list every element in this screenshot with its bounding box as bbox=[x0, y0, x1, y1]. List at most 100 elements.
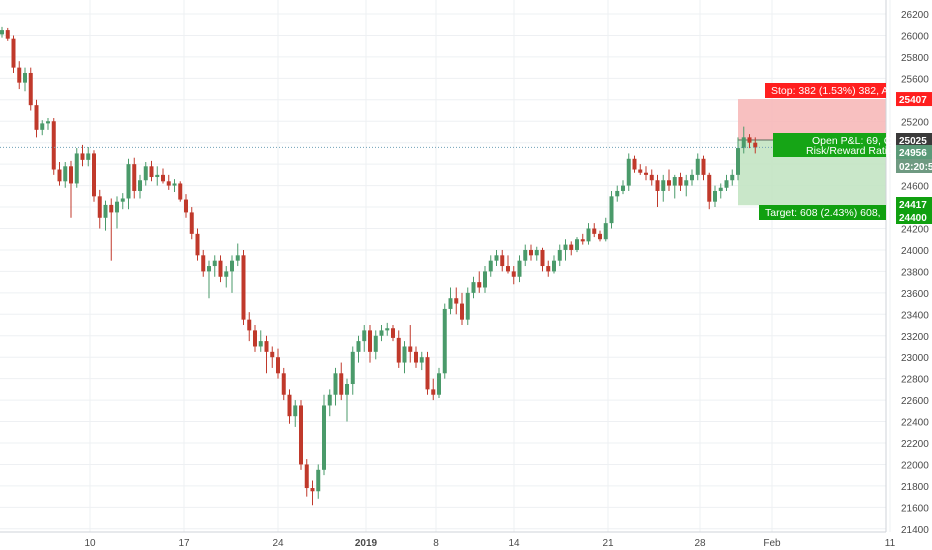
level-24400-tag-background bbox=[896, 210, 932, 224]
candle bbox=[753, 137, 758, 154]
candle-body bbox=[276, 357, 280, 374]
candle bbox=[598, 230, 602, 242]
candle-body bbox=[644, 172, 648, 175]
candle bbox=[506, 255, 510, 274]
candle-body bbox=[235, 255, 240, 261]
candle-body bbox=[391, 328, 395, 338]
candle bbox=[333, 367, 338, 406]
candle-body bbox=[494, 255, 499, 261]
current-price-tag: 24956 bbox=[896, 145, 932, 159]
candle bbox=[207, 260, 211, 299]
candle bbox=[195, 228, 200, 261]
candle-body bbox=[592, 228, 597, 234]
candle bbox=[304, 459, 309, 497]
candle-body bbox=[741, 137, 746, 149]
candle-body bbox=[362, 330, 367, 342]
candle-body bbox=[483, 271, 487, 288]
candle-body bbox=[465, 292, 470, 320]
candle bbox=[57, 162, 62, 186]
candle bbox=[172, 179, 177, 193]
candle-body bbox=[241, 255, 246, 320]
candle bbox=[534, 246, 539, 261]
candle bbox=[86, 146, 91, 167]
y-tick-label: 24200 bbox=[901, 225, 929, 236]
candle-body bbox=[17, 67, 22, 83]
candle-body bbox=[92, 153, 96, 197]
candle-body bbox=[437, 373, 441, 395]
candle bbox=[166, 174, 171, 190]
candle bbox=[339, 362, 344, 401]
candle-body bbox=[51, 121, 56, 170]
candle bbox=[327, 389, 332, 417]
candle-body bbox=[678, 177, 683, 186]
candle-body bbox=[212, 260, 217, 267]
candle-body bbox=[552, 260, 556, 272]
x-tick-label: 24 bbox=[272, 538, 284, 549]
candle-body bbox=[230, 260, 234, 272]
target-banner: Target: 608 (2.43%) 608, bbox=[759, 205, 886, 220]
x-tick-label: 21 bbox=[602, 538, 614, 549]
candle bbox=[684, 174, 689, 197]
candle bbox=[408, 325, 413, 363]
candle-body bbox=[477, 282, 482, 288]
candle bbox=[132, 157, 137, 199]
y-tick-label: 21800 bbox=[901, 482, 929, 493]
candle bbox=[184, 194, 188, 218]
stop-banner-background bbox=[765, 83, 886, 98]
candle-body bbox=[385, 328, 390, 331]
candle-body bbox=[126, 164, 131, 199]
candle bbox=[373, 330, 378, 360]
stop-price-tag-background bbox=[896, 92, 932, 107]
candle-body bbox=[57, 169, 62, 182]
candle-body bbox=[707, 174, 712, 202]
candle bbox=[672, 174, 677, 199]
y-tick-label: 22400 bbox=[901, 418, 929, 429]
candle-body bbox=[5, 30, 10, 39]
candle bbox=[379, 325, 384, 342]
candle bbox=[500, 249, 505, 272]
candle-body bbox=[661, 180, 666, 191]
candle-body bbox=[431, 389, 436, 395]
candle-body bbox=[0, 30, 4, 35]
y-tick-label: 22800 bbox=[901, 375, 929, 386]
pnl-line-1: Open P&L: 69, Q bbox=[812, 135, 892, 147]
target-price-tag-background bbox=[896, 197, 932, 211]
candle-body bbox=[287, 394, 292, 417]
candle-body bbox=[414, 351, 418, 363]
candle bbox=[34, 99, 39, 138]
candle-body bbox=[580, 239, 585, 242]
candle-body bbox=[11, 38, 16, 68]
level-24400-tag-text: 24400 bbox=[899, 213, 927, 224]
candle-body bbox=[540, 249, 545, 267]
candle-body bbox=[655, 180, 660, 191]
candle-body bbox=[63, 166, 68, 182]
candle bbox=[97, 189, 102, 229]
candle-body bbox=[69, 166, 73, 184]
y-tick-label: 21600 bbox=[901, 503, 929, 514]
candle-body bbox=[425, 357, 430, 390]
candle bbox=[661, 174, 666, 202]
candle-body bbox=[316, 469, 321, 492]
candle-body bbox=[408, 346, 413, 352]
candle bbox=[488, 255, 493, 277]
entry-price-tag-text: 25025 bbox=[899, 136, 927, 147]
candle-body bbox=[695, 158, 700, 175]
candle bbox=[28, 67, 33, 111]
candle bbox=[414, 346, 418, 368]
candle-body bbox=[299, 405, 303, 465]
candle bbox=[316, 464, 321, 499]
candle-body bbox=[500, 255, 505, 267]
candle bbox=[368, 325, 372, 363]
candle-body bbox=[189, 212, 194, 234]
y-tick-label: 22000 bbox=[901, 460, 929, 471]
candle-body bbox=[201, 255, 206, 272]
candle bbox=[212, 255, 217, 277]
candle-body bbox=[345, 384, 349, 395]
countdown-tag: 02:20:54 bbox=[896, 159, 932, 173]
candle-body bbox=[626, 158, 631, 186]
candle bbox=[241, 249, 246, 326]
stop-price-tag-text: 25407 bbox=[899, 95, 927, 106]
candle bbox=[563, 239, 568, 261]
candle bbox=[264, 335, 269, 374]
